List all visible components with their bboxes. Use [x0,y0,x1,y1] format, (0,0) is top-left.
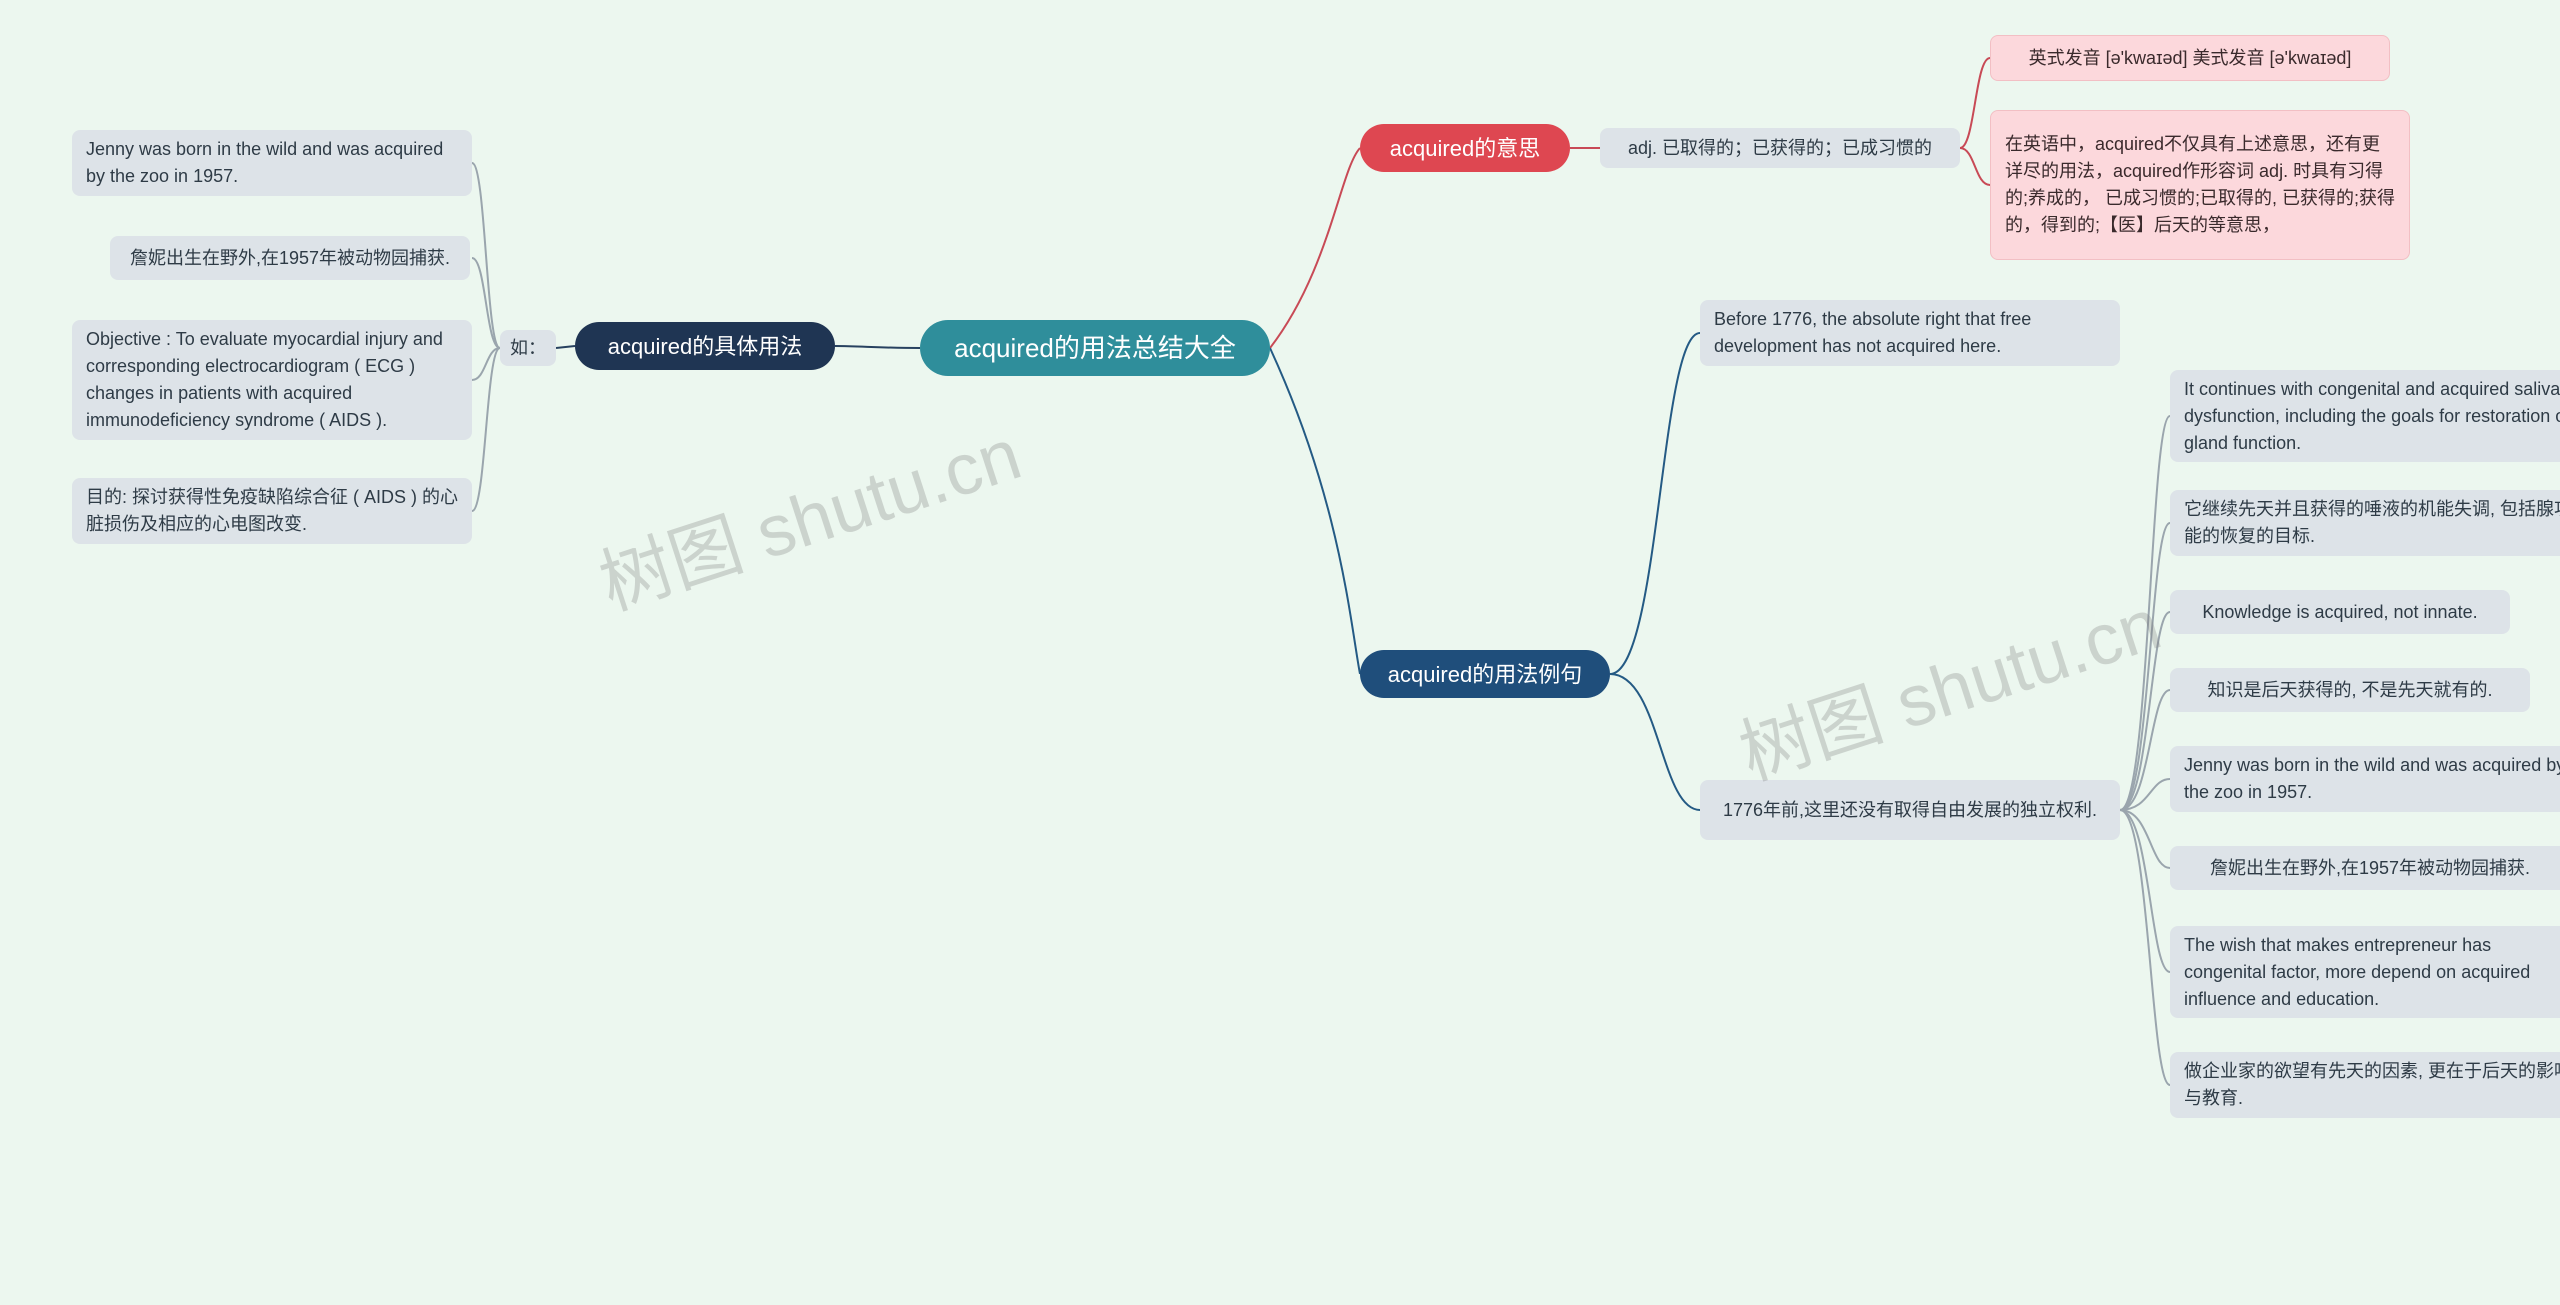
leaf-label: The wish that makes entrepreneur has con… [2184,932,2560,1013]
watermark-text: 树图 shutu.cn [1731,584,2171,795]
examples-gc-1: 它继续先天并且获得的唾液的机能失调, 包括腺功能的恢复的目标. [2170,490,2560,556]
branch-examples-label: acquired的用法例句 [1388,658,1582,691]
leaf-label: 詹妮出生在野外,在1957年被动物园捕获. [130,245,450,272]
root-label: acquired的用法总结大全 [954,329,1236,368]
watermark-0: 树图 shutu.cn [584,395,1031,630]
meaning-leaf-0: 英式发音 [ə'kwaɪəd] 美式发音 [ə'kwaɪəd] [1990,35,2390,81]
usage-leaf-0: Jenny was born in the wild and was acqui… [72,130,472,196]
meaning-sub: adj. 已取得的；已获得的；已成习惯的 [1600,128,1960,168]
watermark-1: 树图 shutu.cn [1724,565,2171,800]
meaning-sub-label: adj. 已取得的；已获得的；已成习惯的 [1628,135,1932,162]
leaf-label: 知识是后天获得的, 不是先天就有的. [2207,677,2492,704]
usage-leaf-1: 詹妮出生在野外,在1957年被动物园捕获. [110,236,470,280]
examples-gc-4: Jenny was born in the wild and was acqui… [2170,746,2560,812]
examples-gc-7: 做企业家的欲望有先天的因素, 更在于后天的影响与教育. [2170,1052,2560,1118]
usage-sub: 如： [500,330,556,366]
leaf-label: Objective : To evaluate myocardial injur… [86,326,458,434]
branch-usage: acquired的具体用法 [575,322,835,370]
leaf-label: Before 1776, the absolute right that fre… [1714,306,2106,360]
usage-leaf-3: 目的: 探讨获得性免疫缺陷综合征 ( AIDS ) 的心脏损伤及相应的心电图改变… [72,478,472,544]
watermark-text: 树图 shutu.cn [591,414,1031,625]
leaf-label: 英式发音 [ə'kwaɪəd] 美式发音 [ə'kwaɪəd] [2029,45,2352,72]
branch-meaning: acquired的意思 [1360,124,1570,172]
examples-child-1: 1776年前,这里还没有取得自由发展的独立权利. [1700,780,2120,840]
branch-usage-label: acquired的具体用法 [608,330,802,363]
branch-examples: acquired的用法例句 [1360,650,1610,698]
leaf-label: It continues with congenital and acquire… [2184,376,2560,457]
examples-gc-2: Knowledge is acquired, not innate. [2170,590,2510,634]
root-node: acquired的用法总结大全 [920,320,1270,376]
leaf-label: 在英语中，acquired不仅具有上述意思，还有更详尽的用法，acquired作… [2005,131,2395,239]
examples-child-0: Before 1776, the absolute right that fre… [1700,300,2120,366]
examples-gc-3: 知识是后天获得的, 不是先天就有的. [2170,668,2530,712]
usage-leaf-2: Objective : To evaluate myocardial injur… [72,320,472,440]
leaf-label: 目的: 探讨获得性免疫缺陷综合征 ( AIDS ) 的心脏损伤及相应的心电图改变… [86,484,458,538]
leaf-label: Jenny was born in the wild and was acqui… [86,136,458,190]
examples-gc-5: 詹妮出生在野外,在1957年被动物园捕获. [2170,846,2560,890]
examples-gc-0: It continues with congenital and acquire… [2170,370,2560,462]
leaf-label: Jenny was born in the wild and was acqui… [2184,752,2560,806]
meaning-leaf-1: 在英语中，acquired不仅具有上述意思，还有更详尽的用法，acquired作… [1990,110,2410,260]
usage-sub-label: 如： [510,335,546,362]
leaf-label: 它继续先天并且获得的唾液的机能失调, 包括腺功能的恢复的目标. [2184,496,2560,550]
examples-gc-6: The wish that makes entrepreneur has con… [2170,926,2560,1018]
leaf-label: 詹妮出生在野外,在1957年被动物园捕获. [2210,855,2530,882]
leaf-label: 1776年前,这里还没有取得自由发展的独立权利. [1723,797,2097,824]
branch-meaning-label: acquired的意思 [1390,132,1540,165]
leaf-label: 做企业家的欲望有先天的因素, 更在于后天的影响与教育. [2184,1058,2560,1112]
leaf-label: Knowledge is acquired, not innate. [2202,599,2477,626]
